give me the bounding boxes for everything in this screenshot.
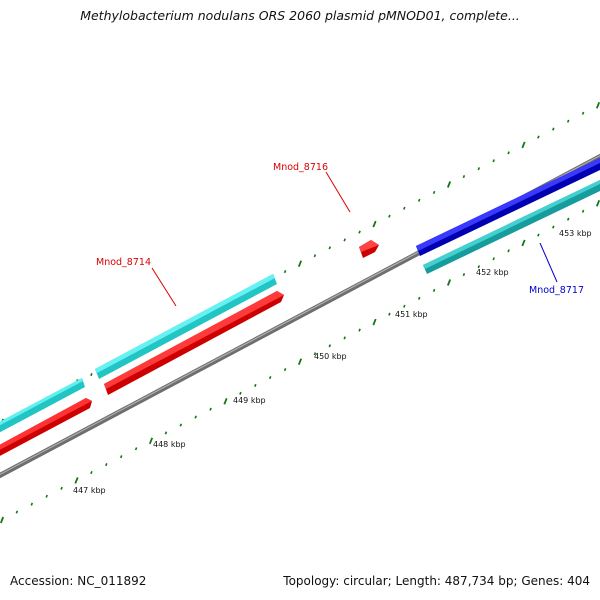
gene-mnod-8714[interactable] — [104, 291, 284, 395]
inner-tick-5 — [74, 477, 79, 484]
inner-tick-33 — [492, 257, 495, 261]
outer-tick-34 — [507, 151, 510, 155]
inner-tick-3 — [45, 494, 48, 498]
inner-tick-17 — [254, 383, 257, 387]
inner-tick-24 — [358, 328, 361, 332]
tick-label-452: 452 kbp — [476, 268, 509, 277]
inner-tick-7 — [105, 463, 108, 467]
inner-tick-35 — [521, 239, 526, 247]
inner-tick-1 — [15, 510, 19, 514]
gene-mnod-8716[interactable] — [359, 240, 379, 258]
inner-tick-32 — [477, 265, 481, 269]
inner-tick-14 — [209, 407, 212, 411]
tick-label-450: 450 kbp — [314, 352, 347, 361]
inner-tick-15 — [223, 397, 228, 405]
tick-label-447: 447 kbp — [73, 486, 106, 495]
inner-tick-28 — [417, 296, 421, 300]
outer-tick-28 — [417, 198, 421, 202]
inner-tick-25 — [372, 318, 377, 326]
inner-tick-20 — [297, 358, 303, 366]
backbone-highlight — [0, 154, 600, 476]
outer-tick-23 — [343, 238, 346, 242]
backbone-line — [0, 153, 600, 479]
inner-tick-9 — [134, 447, 138, 451]
inner-tick-38 — [566, 217, 570, 221]
outer-tick-39 — [581, 111, 585, 115]
feature-cyan-1[interactable] — [0, 378, 85, 436]
outer-tick-29 — [432, 190, 436, 194]
outer-tick-35 — [521, 141, 526, 149]
outer-tick-25 — [372, 220, 377, 228]
outer-tick-22 — [328, 246, 332, 250]
outer-tick-6 — [90, 373, 93, 377]
outer-tick-36 — [537, 135, 540, 139]
inner-tick-30 — [446, 279, 452, 286]
outer-tick-40 — [595, 101, 600, 109]
inner-tick-29 — [432, 288, 436, 292]
inner-tick-23 — [343, 336, 346, 340]
inner-tick-36 — [537, 233, 540, 237]
inner-tick-26 — [388, 312, 391, 316]
outer-tick-24 — [358, 230, 361, 234]
feature-mnod-8717-reverse[interactable] — [423, 180, 600, 274]
inner-tick-39 — [581, 209, 585, 213]
inner-tick-27 — [403, 304, 406, 308]
outer-tick-32 — [477, 167, 481, 171]
inner-tick-6 — [90, 471, 93, 475]
leader-mnod-8714 — [151, 267, 177, 307]
outer-tick-19 — [283, 270, 287, 274]
outer-tick-21 — [313, 254, 317, 258]
inner-tick-19 — [283, 368, 287, 372]
inner-tick-40 — [595, 199, 600, 207]
inner-tick-0 — [0, 516, 5, 524]
tick-label-449: 449 kbp — [233, 396, 266, 405]
outer-tick-37 — [552, 127, 555, 131]
tick-label-451: 451 kbp — [395, 310, 428, 319]
tick-label-453: 453 kbp — [559, 229, 592, 238]
gene-red-1[interactable] — [0, 398, 92, 459]
inner-tick-22 — [328, 344, 332, 348]
outer-tick-38 — [566, 119, 570, 123]
inner-tick-10 — [148, 437, 154, 445]
outer-tick-26 — [388, 214, 391, 218]
gene-mnod-8717[interactable] — [416, 158, 600, 256]
inner-tick-18 — [268, 376, 272, 380]
inner-tick-37 — [552, 225, 555, 229]
label-mnod-8717[interactable]: Mnod_8717 — [529, 285, 584, 296]
tick-label-448: 448 kbp — [153, 440, 186, 449]
accession-text: Accession: NC_011892 — [10, 574, 147, 588]
map-title: Methylobacterium nodulans ORS 2060 plasm… — [80, 8, 520, 23]
outer-tick-20 — [297, 260, 303, 268]
outer-tick-row — [0, 101, 600, 426]
inner-tick-11 — [164, 431, 168, 435]
inner-tick-31 — [462, 273, 466, 277]
inner-tick-21 — [313, 352, 317, 356]
inner-tick-8 — [119, 455, 123, 459]
outer-tick-31 — [462, 175, 466, 179]
outer-tick-30 — [446, 181, 452, 188]
inner-tick-4 — [60, 486, 63, 490]
outer-tick-27 — [403, 206, 406, 210]
label-mnod-8716[interactable]: Mnod_8716 — [273, 162, 328, 173]
inner-tick-13 — [194, 415, 197, 419]
inner-tick-34 — [507, 249, 510, 253]
topology-summary: Topology: circular; Length: 487,734 bp; … — [283, 574, 590, 588]
leader-mnod-8717 — [539, 242, 558, 283]
outer-tick-33 — [492, 159, 495, 163]
feature-mnod-8714-reverse[interactable] — [95, 274, 277, 379]
inner-tick-12 — [179, 423, 183, 427]
label-mnod-8714[interactable]: Mnod_8714 — [96, 257, 151, 268]
inner-tick-2 — [30, 502, 34, 506]
leader-mnod-8716 — [325, 171, 351, 213]
inner-tick-row — [0, 199, 600, 524]
inner-tick-16 — [239, 391, 242, 395]
